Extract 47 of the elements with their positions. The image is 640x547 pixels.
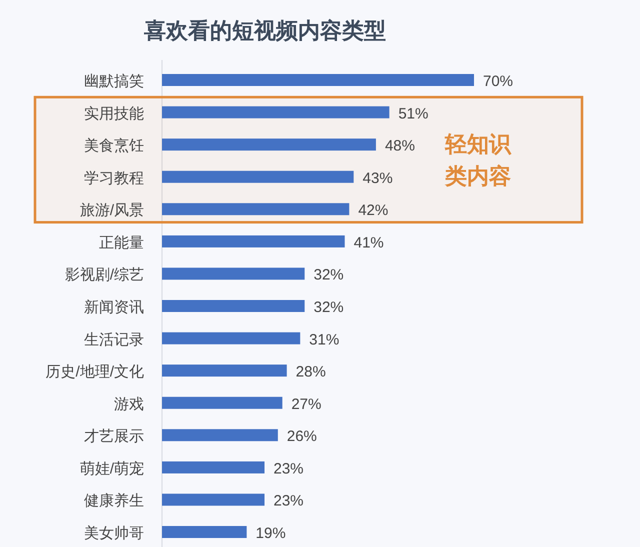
data-label: 19%: [256, 525, 286, 542]
bar: [162, 494, 265, 506]
bar: [162, 300, 305, 312]
data-label: 32%: [314, 266, 344, 284]
data-label: 27%: [291, 396, 322, 413]
y-tick-label: 生活记录: [84, 331, 144, 348]
y-tick-label: 影视剧/综艺: [64, 266, 144, 284]
data-label: 23%: [274, 492, 304, 510]
data-label: 41%: [354, 234, 384, 252]
bar: [162, 461, 265, 474]
data-label: 26%: [286, 428, 317, 446]
bar: [162, 203, 350, 216]
y-tick-label: 游戏: [114, 396, 144, 413]
bar: [162, 332, 300, 344]
data-label: 28%: [296, 364, 326, 381]
data-label: 48%: [384, 138, 415, 155]
y-tick-label: 才艺展示: [84, 428, 144, 446]
data-label: 23%: [274, 460, 304, 478]
y-tick-label: 健康养生: [84, 492, 144, 510]
y-tick-label: 新闻资讯: [84, 299, 144, 316]
y-tick-label: 幽默搞笑: [84, 73, 144, 90]
data-label: 43%: [362, 170, 393, 187]
bar: [162, 170, 354, 183]
bar: [162, 396, 282, 409]
bar: [162, 138, 376, 151]
y-tick-label: 萌娃/萌宠: [80, 460, 144, 478]
y-tick-label: 旅游/风景: [80, 202, 144, 220]
data-label: 51%: [398, 105, 428, 122]
bar: [162, 526, 247, 538]
y-tick-label: 美食烹饪: [84, 138, 144, 155]
y-tick-label: 实用技能: [84, 105, 144, 122]
bar: [162, 235, 345, 248]
bar: [162, 364, 287, 377]
data-label: 32%: [314, 299, 344, 316]
y-tick-label: 美女帅哥: [84, 525, 144, 542]
bar: [162, 74, 474, 86]
data-label: 31%: [309, 331, 340, 348]
band-label: 轻知识类内容: [444, 132, 512, 189]
y-tick-label: 正能量: [99, 234, 144, 252]
y-tick-label: 学习教程: [84, 170, 144, 187]
bar: [162, 429, 278, 442]
data-label: 42%: [358, 202, 388, 220]
bar: [162, 106, 390, 118]
chart-title: 喜欢看的短视频内容类型: [143, 18, 386, 43]
y-tick-label: 历史/地理/文化: [46, 364, 144, 381]
bar: [162, 268, 305, 280]
data-label: 70%: [483, 73, 514, 90]
